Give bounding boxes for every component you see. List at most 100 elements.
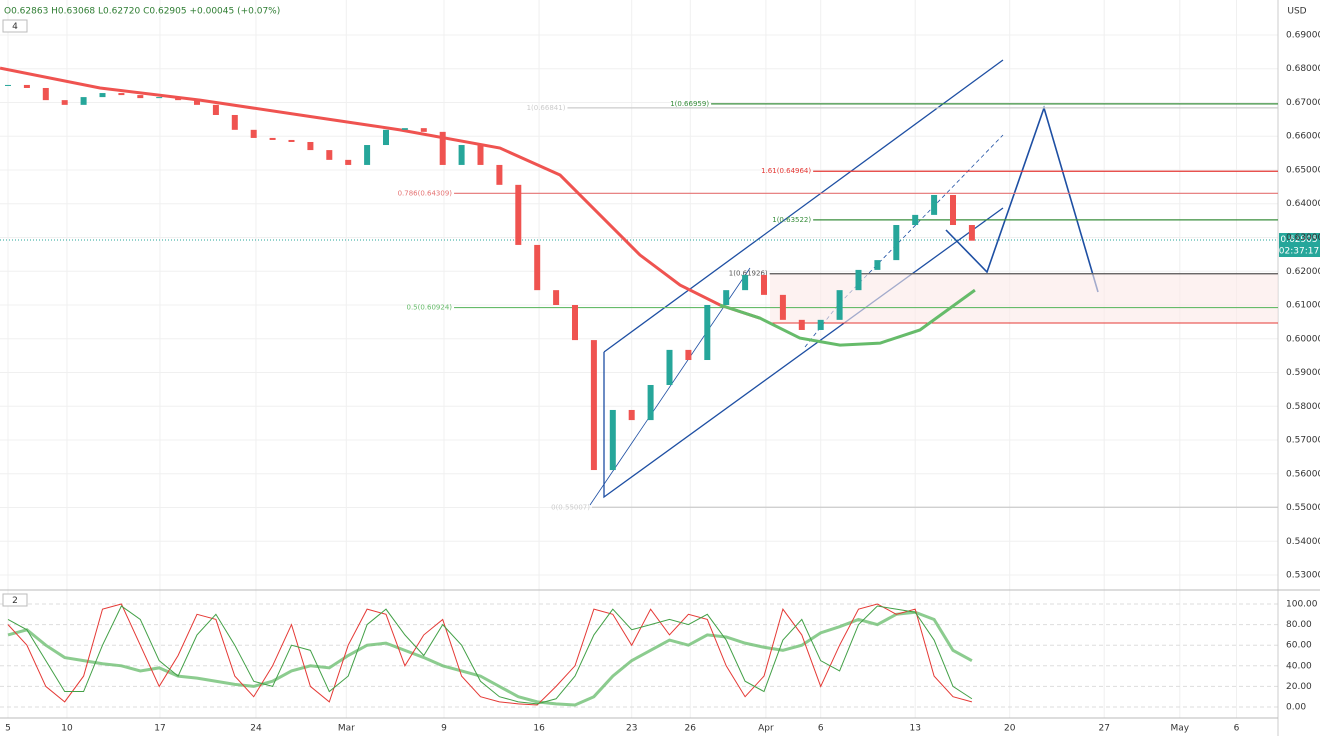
channel-upper — [603, 59, 1004, 353]
candle — [458, 145, 465, 165]
x-tick-label: 27 — [1098, 724, 1109, 734]
candle — [364, 145, 371, 165]
candle — [760, 274, 767, 295]
last-price: 0.62905 — [1280, 235, 1317, 245]
y-tick-label: 0.00 — [1286, 702, 1306, 712]
y-tick-label: 20.00 — [1286, 682, 1312, 692]
fib-label: 0(0.55007) — [551, 503, 590, 511]
fib-label: 1(0.63522) — [772, 216, 811, 224]
x-tick-label: 6 — [1234, 724, 1240, 734]
candle — [685, 349, 692, 361]
y-tick-label: 0.67000 — [1286, 98, 1320, 108]
candle — [779, 294, 786, 320]
fib-label: 1(0.66959) — [670, 100, 709, 108]
y-tick-label: 0.60000 — [1286, 334, 1320, 344]
candle — [874, 260, 881, 270]
y-tick-label: 0.58000 — [1286, 402, 1320, 412]
y-tick-label: 0.57000 — [1286, 436, 1320, 446]
candle — [836, 290, 843, 320]
pane-label: 2 — [12, 596, 18, 606]
candle — [193, 100, 200, 105]
candle — [949, 194, 956, 226]
y-tick-label: 0.66000 — [1286, 132, 1320, 142]
candle — [382, 129, 389, 146]
y-tick-label: 40.00 — [1286, 661, 1312, 671]
x-tick-label: 16 — [533, 724, 545, 734]
candle — [401, 128, 408, 130]
candle — [704, 305, 711, 361]
x-tick-label: 20 — [1004, 724, 1016, 734]
candle — [515, 184, 522, 245]
countdown: 02:37:17 — [1279, 247, 1319, 257]
candle — [647, 384, 654, 421]
candle — [61, 100, 68, 105]
y-tick-label: 0.56000 — [1286, 469, 1320, 479]
candle — [99, 93, 106, 98]
candle — [609, 409, 616, 471]
x-tick-label: 6 — [818, 724, 824, 734]
candle — [931, 194, 938, 215]
candle — [80, 97, 87, 105]
y-tick-label: 0.64000 — [1286, 199, 1320, 209]
y-tick-label: 60.00 — [1286, 641, 1312, 651]
candle — [477, 145, 484, 165]
candle — [439, 131, 446, 165]
grid — [0, 0, 1278, 718]
ohlc-legend: O0.62863 H0.63068 L0.62720 C0.62905 +0.0… — [4, 7, 280, 17]
candle — [250, 129, 257, 138]
candle — [496, 164, 503, 185]
x-tick-label: 17 — [154, 724, 165, 734]
oscillator-line — [7, 605, 973, 705]
y-tick-label: 0.62000 — [1286, 267, 1320, 277]
fib-label: 1.61(0.64964) — [761, 167, 811, 175]
candle — [893, 225, 900, 261]
fib-label: 1(0.61926) — [729, 270, 768, 278]
price-tag — [1279, 233, 1320, 257]
x-tick-label: Mar — [338, 724, 355, 734]
candle — [628, 409, 635, 421]
candle — [288, 139, 295, 142]
fib-label: 0.5(0.60924) — [406, 304, 452, 312]
candle — [420, 128, 427, 132]
x-tick-label: 26 — [685, 724, 697, 734]
y-tick-label: 0.61000 — [1286, 301, 1320, 311]
candle — [269, 137, 276, 140]
candle — [553, 290, 560, 306]
candle — [23, 84, 30, 88]
candle — [231, 114, 238, 130]
candle — [156, 97, 163, 99]
x-tick-label: 13 — [909, 724, 920, 734]
fib-label: 1(0.66841) — [527, 104, 566, 112]
currency-label: USD — [1287, 7, 1306, 17]
x-tick-label: 9 — [441, 724, 447, 734]
y-tick-label: 0.53000 — [1286, 571, 1320, 581]
candle — [326, 150, 333, 160]
candle — [666, 349, 673, 385]
candle — [137, 95, 144, 99]
candle — [723, 290, 730, 306]
candle — [534, 244, 541, 291]
zone — [770, 273, 1278, 323]
y-tick-label: 0.68000 — [1286, 64, 1320, 74]
x-tick-label: 23 — [626, 724, 637, 734]
x-tick-label: 10 — [61, 724, 73, 734]
candle — [345, 159, 352, 165]
y-tick-label: 80.00 — [1286, 620, 1312, 630]
candle — [968, 225, 975, 241]
moving-average — [0, 66, 761, 320]
y-tick-label: 0.59000 — [1286, 368, 1320, 378]
candle — [307, 141, 314, 151]
candle — [590, 340, 597, 471]
x-tick-label: 5 — [5, 724, 11, 734]
oscillator-line — [7, 603, 973, 706]
pane-badge — [2, 19, 28, 33]
projection — [945, 105, 1099, 293]
y-tick-label: 0.63000 — [1286, 233, 1320, 243]
y-tick-label: 0.54000 — [1286, 537, 1320, 547]
pane-badge — [2, 593, 28, 607]
x-tick-label: 24 — [250, 724, 262, 734]
candle — [742, 274, 749, 291]
candle — [212, 104, 219, 115]
candle — [175, 97, 182, 101]
